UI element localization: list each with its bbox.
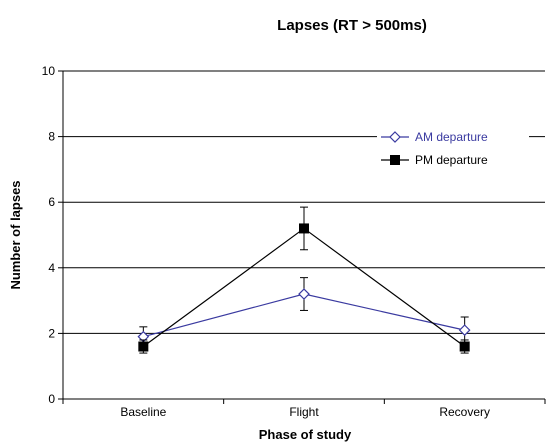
legend: AM departure PM departure: [377, 126, 529, 170]
series-group: [137, 206, 471, 354]
y-tick-label: 8: [48, 130, 55, 144]
data-point: [459, 341, 470, 352]
data-point: [298, 288, 310, 300]
legend-label: PM departure: [415, 153, 488, 167]
x-tick-label: Recovery: [439, 405, 490, 419]
x-tick-label: Baseline: [120, 405, 166, 419]
legend-marker: [389, 131, 401, 143]
x-tick-label: Flight: [289, 405, 319, 419]
x-axis-label: Phase of study: [259, 427, 352, 442]
legend-background: [377, 126, 529, 170]
x-tick-labels: Baseline Flight Recovery: [120, 405, 490, 419]
legend-label: AM departure: [415, 130, 488, 144]
y-tick-labels: 0 2 4 6 8 10: [42, 64, 56, 406]
data-point: [299, 223, 309, 234]
y-tick-label: 2: [48, 326, 55, 340]
y-tick-label: 4: [48, 261, 55, 275]
axes: [58, 70, 546, 404]
y-tick-label: 0: [48, 392, 55, 406]
y-tick-label: 10: [42, 64, 56, 78]
data-point: [458, 324, 471, 336]
chart-title: Lapses (RT > 500ms): [277, 17, 427, 34]
y-tick-label: 6: [48, 195, 55, 209]
data-point: [138, 341, 149, 352]
y-axis-label: Number of lapses: [8, 180, 23, 289]
legend-marker: [390, 155, 400, 165]
